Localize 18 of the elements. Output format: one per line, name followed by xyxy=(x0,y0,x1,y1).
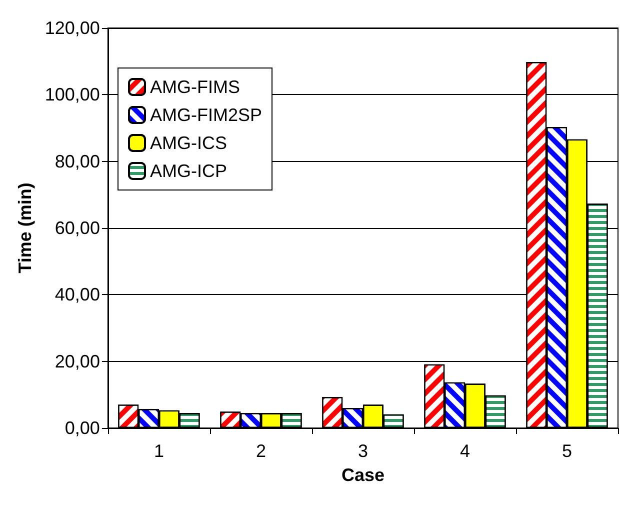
y-tick-label: 40,00 xyxy=(54,284,100,305)
legend-label: AMG-FIMS xyxy=(150,77,240,97)
y-axis-title: Time (min) xyxy=(15,182,35,274)
legend-label: AMG-FIM2SP xyxy=(150,105,262,125)
y-tick-label: 120,00 xyxy=(44,18,100,38)
x-tick-label: 2 xyxy=(256,441,266,461)
y-tick-label: 80,00 xyxy=(54,151,100,172)
x-tick-label: 5 xyxy=(562,441,572,461)
y-tick-label: 60,00 xyxy=(54,218,100,238)
x-tick-label: 1 xyxy=(154,441,164,461)
x-tick-label: 4 xyxy=(460,441,470,461)
x-axis-title: Case xyxy=(341,465,384,485)
legend-label: AMG-ICP xyxy=(150,161,228,181)
y-tick-label: 100,00 xyxy=(44,84,100,105)
x-tick-label: 3 xyxy=(358,441,368,461)
legend-label: AMG-ICS xyxy=(150,133,228,153)
y-tick-label: 0,00 xyxy=(64,418,100,438)
y-tick-label: 20,00 xyxy=(54,351,100,372)
